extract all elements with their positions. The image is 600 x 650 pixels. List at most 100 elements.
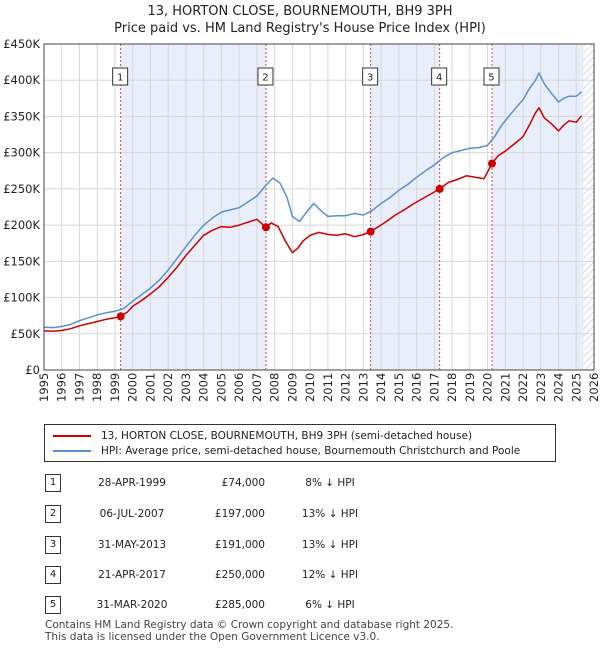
legend-item-property: 13, HORTON CLOSE, BOURNEMOUTH, BH9 3PH (… [53,429,472,443]
x-tick-label: 2025 [569,373,583,402]
x-tick-label: 2024 [552,373,566,402]
sale-label-box [362,67,379,86]
sale-point [487,159,496,168]
x-tick-label: 2000 [126,373,140,402]
property-price-line [43,107,583,332]
legend-item-hpi: HPI: Average price, semi-detached house,… [53,444,520,458]
table-row: 1 28-APR-1999 £74,000 8% ↓ HPI [0,474,600,494]
sale-label: 1 [117,73,123,84]
ownership-shade [370,44,440,370]
x-tick-label: 2004 [197,373,211,402]
sale-point [116,312,125,321]
sale-label: 5 [488,73,494,84]
x-tick-label: 2013 [356,373,370,402]
sale-label: 3 [367,73,373,84]
y-tick-label: £200K [3,218,40,232]
x-tick-label: 1995 [37,373,51,402]
x-tick-label: 2022 [516,373,530,402]
footer-licence: This data is licensed under the Open Gov… [45,631,380,643]
x-tick-label: 2001 [143,373,157,402]
ownership-shade [491,44,584,370]
x-tick-label: 2020 [481,373,495,402]
table-row: 3 31-MAY-2013 £191,000 13% ↓ HPI [0,536,600,556]
sale-hpi-diff: 12% ↓ HPI [301,569,359,581]
x-tick-label: 2018 [445,373,459,402]
sale-price: £74,000 [221,477,265,489]
x-tick-label: 2021 [498,373,512,402]
plot-border [43,43,595,371]
y-tick-label: £100K [3,291,40,305]
sale-hpi-diff: 13% ↓ HPI [301,508,359,520]
x-tick-label: 2019 [463,373,477,402]
sale-label: 4 [436,73,442,84]
sale-point [366,227,375,236]
sale-number-badge: 1 [45,474,61,492]
x-tick-label: 2008 [268,373,282,402]
y-tick-label: £50K [11,327,41,341]
y-tick-label: £350K [3,109,40,123]
legend-swatch-property [53,435,91,437]
x-tick-label: 2003 [179,373,193,402]
x-tick-label: 1996 [55,373,69,402]
x-tick-label: 2006 [232,373,246,402]
sale-hpi-diff: 6% ↓ HPI [305,599,355,611]
x-tick-label: 2010 [303,373,317,402]
sale-label-box [112,67,129,86]
sale-point [435,184,444,193]
x-tick-label: 1999 [108,373,122,402]
sale-price: £191,000 [214,539,265,551]
sale-number-badge: 5 [45,596,61,614]
x-tick-label: 2016 [410,373,424,402]
y-tick-label: £450K [3,37,40,51]
legend-label-hpi: HPI: Average price, semi-detached house,… [101,445,521,457]
chart-legend: 13, HORTON CLOSE, BOURNEMOUTH, BH9 3PH (… [44,424,556,462]
sale-number-badge: 2 [45,505,61,523]
sale-date: 31-MAY-2013 [97,539,167,551]
y-tick-label: £250K [3,182,40,196]
x-tick-label: 2023 [534,373,548,402]
sale-date: 06-JUL-2007 [99,508,165,520]
sale-point [261,223,270,232]
x-tick-label: 2014 [374,373,388,402]
sale-price: £285,000 [214,599,265,611]
table-row: 4 21-APR-2017 £250,000 12% ↓ HPI [0,566,600,586]
y-tick-label: £150K [3,254,40,268]
x-tick-label: 2009 [285,373,299,402]
legend-label-property: 13, HORTON CLOSE, BOURNEMOUTH, BH9 3PH (… [101,430,473,442]
sale-label-box [431,67,448,86]
x-tick-label: 2026 [587,373,600,402]
x-tick-label: 2012 [339,373,353,402]
y-tick-label: £0 [25,363,40,377]
y-tick-label: £300K [3,146,40,160]
sale-date: 21-APR-2017 [98,569,166,581]
sale-date: 28-APR-1999 [98,477,166,489]
table-row: 2 06-JUL-2007 £197,000 13% ↓ HPI [0,505,600,525]
chart-subtitle: Price paid vs. HM Land Registry's House … [114,21,486,36]
ownership-shade [120,44,266,370]
hpi-line [43,72,583,329]
sale-number-badge: 3 [45,536,61,554]
sale-label: 2 [262,73,268,84]
x-tick-label: 1998 [90,373,104,402]
legend-swatch-hpi [53,450,91,452]
x-tick-label: 1997 [72,373,86,402]
sale-price: £197,000 [214,508,265,520]
sale-number-badge: 4 [45,566,61,584]
sale-hpi-diff: 13% ↓ HPI [301,539,359,551]
y-tick-label: £400K [3,73,40,87]
forecast-hatch [583,44,594,370]
sale-label-box [257,67,274,86]
price-chart: 1 2 3 4 5 £0 £50K £100K £150K £200K £250K £300K £350… [3,37,600,402]
sale-price: £250,000 [214,569,265,581]
x-tick-label: 2002 [161,373,175,402]
footer-copyright: Contains HM Land Registry data © Crown c… [45,619,454,631]
x-tick-label: 2007 [250,373,264,402]
chart-title: 13, HORTON CLOSE, BOURNEMOUTH, BH9 3PH [147,4,453,19]
x-tick-label: 2005 [214,373,228,402]
x-tick-label: 2011 [321,373,335,402]
sale-hpi-diff: 8% ↓ HPI [305,477,355,489]
table-row: 5 31-MAR-2020 £285,000 6% ↓ HPI [0,596,600,616]
x-tick-label: 2017 [427,373,441,402]
sale-date: 31-MAR-2020 [96,599,168,611]
sale-label-box [483,67,500,86]
